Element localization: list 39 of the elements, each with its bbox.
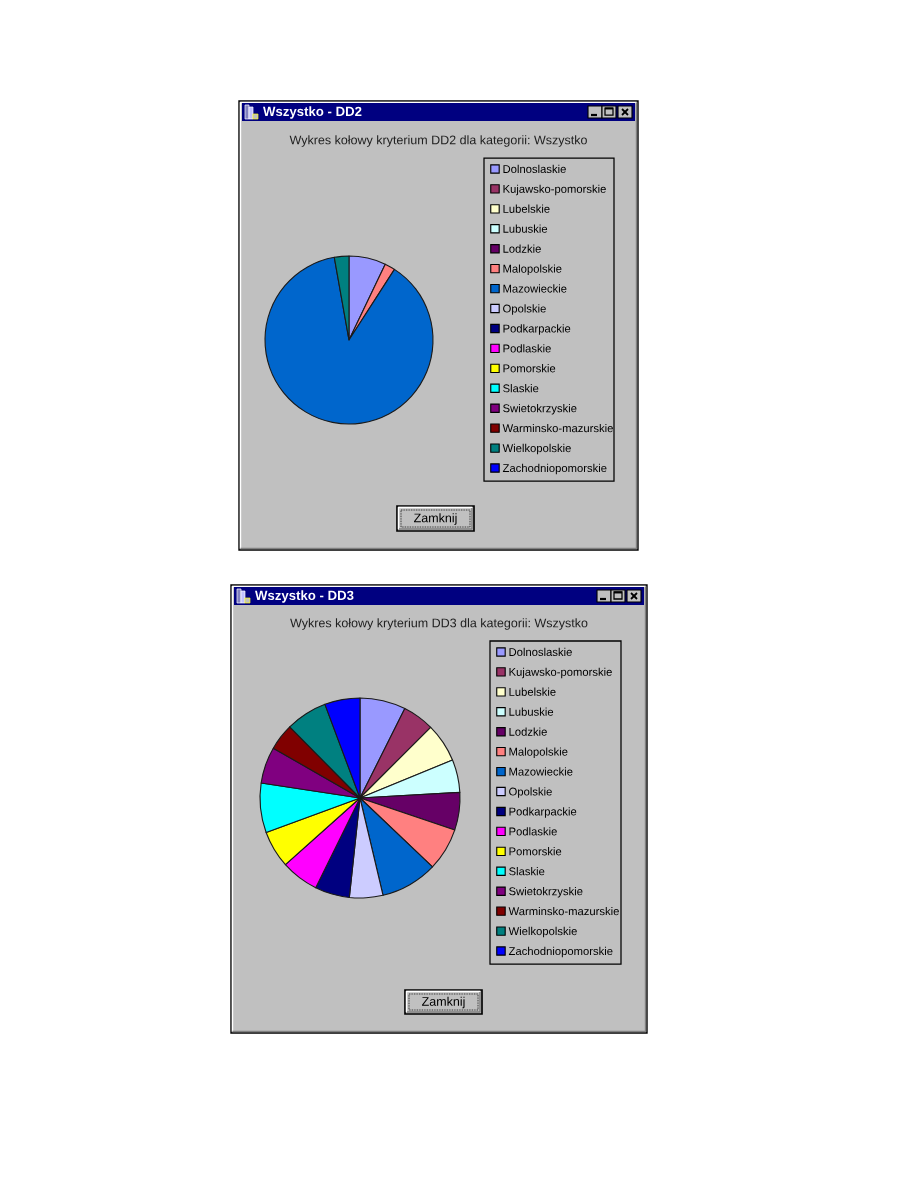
text: Wszystko - DD2: [263, 106, 362, 119]
legend-label: Pomorskie: [503, 364, 556, 373]
legend-label: Slaskie: [503, 384, 539, 393]
legend-label: Warminsko-mazurskie: [502, 423, 613, 433]
legend-label: Zachodniopomorskie: [502, 463, 607, 475]
legend-label: Opolskie: [503, 304, 546, 315]
legend-label: Swietokrzyskie: [503, 404, 577, 415]
legend-label: Podkarpackie: [509, 807, 577, 818]
legend-label: Mazowieckie: [503, 284, 567, 293]
text: Zamknij: [414, 513, 457, 525]
pie-slice: [264, 256, 434, 425]
legend-label: Podlaskie: [503, 344, 551, 353]
legend-label: Lodzkie: [509, 727, 547, 736]
legend-label: Lubuskie: [509, 707, 554, 716]
legend-label: Kujawsko-pomorskie: [509, 667, 612, 679]
legend-label: Swietokrzyskie: [509, 887, 583, 898]
legend-label: Lubelskie: [509, 687, 556, 696]
legend-label: Podlaskie: [509, 827, 557, 836]
text: Wszystko - DD3: [255, 590, 354, 603]
legend-label: Dolnoslaskie: [509, 647, 572, 657]
legend-label: Kujawsko-pomorskie: [503, 184, 606, 196]
text: Wykres kołowy kryterium DD3 dla kategorii: Wszystko: [290, 618, 588, 630]
legend-label: Wielkopolskie: [508, 926, 577, 938]
legend-label: Opolskie: [509, 787, 552, 798]
text: Zamknij: [422, 996, 465, 1009]
legend-label: Lubelskie: [503, 204, 550, 213]
legend-label: Wielkopolskie: [502, 443, 571, 455]
legend-label: Malopolskie: [503, 264, 562, 275]
legend-label: Malopolskie: [509, 747, 568, 758]
text: Wykres kołowy kryterium DD2 dla kategorii: Wszystko: [289, 135, 587, 147]
legend-label: Podkarpackie: [503, 324, 571, 335]
legend-label: Mazowieckie: [509, 767, 573, 776]
legend-label: Zachodniopomorskie: [508, 946, 613, 958]
legend-label: Lodzkie: [503, 244, 541, 253]
legend-label: Warminsko-mazurskie: [508, 906, 619, 916]
legend-label: Dolnoslaskie: [503, 164, 566, 174]
legend-label: Pomorskie: [509, 847, 562, 856]
legend-label: Slaskie: [509, 867, 545, 876]
legend-label: Lubuskie: [503, 224, 548, 233]
